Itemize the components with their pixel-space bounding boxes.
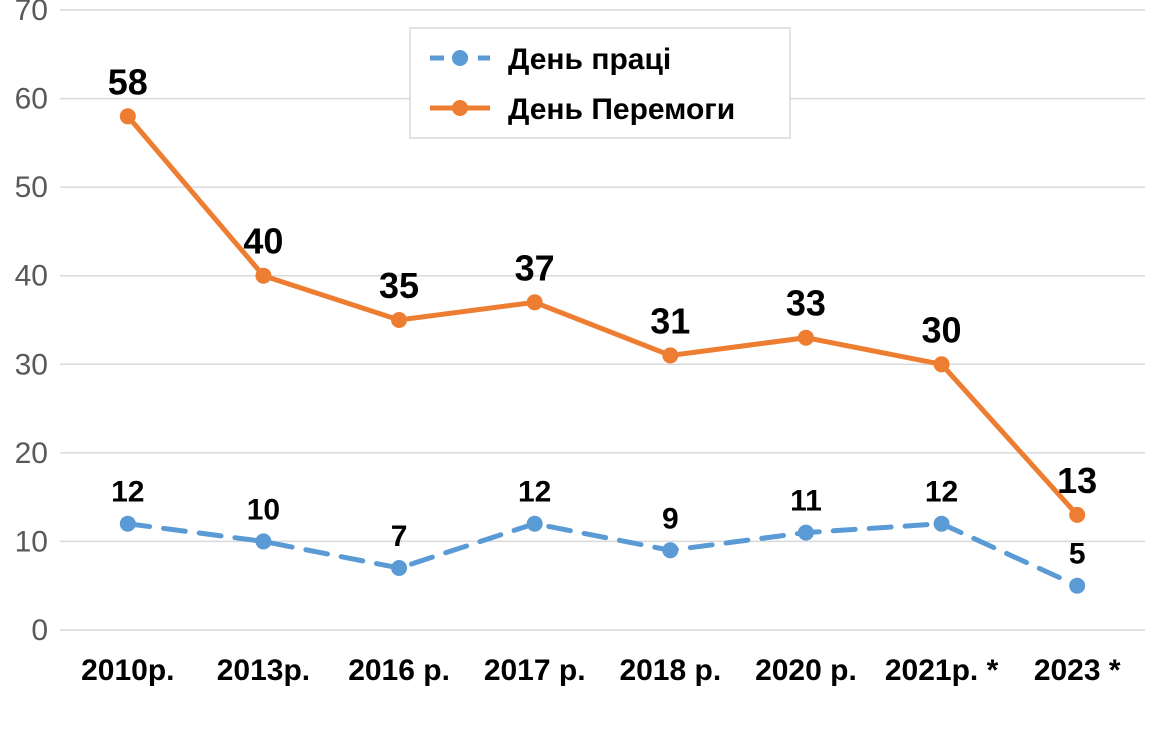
series-b-marker [391,312,407,328]
x-tick-label: 2020 р. [755,654,857,687]
y-tick-label: 70 [15,0,48,27]
series-a-data-label: 11 [790,485,822,518]
y-tick-label: 30 [15,348,48,381]
y-tick-label: 10 [15,525,48,558]
x-tick-label: 2023 * [1034,654,1121,687]
x-tick-label: 2021р. * [885,654,999,687]
series-a-marker [120,516,136,532]
series-b-data-label: 33 [786,283,826,324]
y-tick-label: 0 [31,614,48,647]
x-tick-label: 2010р. [81,654,174,687]
chart-svg: 0 10 20 30 40 50 60 70 2010р. 2013р. 2016 р. 2017 р… [0,0,1160,741]
legend-label: День Перемоги [508,93,735,126]
series-b-data-label: 30 [922,309,962,350]
line-chart: 0 10 20 30 40 50 60 70 2010р. 2013р. 2016 р. 2017 р… [0,0,1160,741]
y-tick-label: 20 [15,437,48,470]
series-b-data-label: 37 [515,247,555,288]
series-a-data-label: 7 [391,520,408,553]
series-a-marker [1069,578,1085,594]
series-a-marker [662,542,678,558]
series-b-marker [527,294,543,310]
series-b-data-label: 31 [650,300,690,341]
x-tick-label: 2018 р. [619,654,721,687]
series-a-data-label: 9 [662,502,679,535]
legend-swatch-marker [452,100,468,116]
series-b-marker [1069,507,1085,523]
series-a-marker [798,525,814,541]
series-b-data-label: 40 [243,221,283,262]
y-tick-label: 60 [15,83,48,116]
series-a-line [128,524,1077,586]
series-b-data-label: 13 [1057,460,1097,501]
x-tick-label: 2016 р. [348,654,450,687]
series-a-data-label: 12 [518,476,551,509]
series-a-marker [255,533,271,549]
series-b-marker [798,330,814,346]
series-b-marker [255,268,271,284]
y-tick-label: 40 [15,260,48,293]
series-a-data-label: 5 [1069,538,1086,571]
legend-swatch-marker [452,50,468,66]
series-a-data-label: 12 [111,476,144,509]
series-a-marker [934,516,950,532]
legend-label: День праці [508,43,671,76]
series-a-marker [527,516,543,532]
series-a-data-label: 12 [925,476,958,509]
x-tick-label: 2013р. [217,654,310,687]
series-b-marker [120,108,136,124]
series-b-data-label: 35 [379,265,419,306]
series-a-marker [391,560,407,576]
x-tick-label: 2017 р. [484,654,586,687]
y-tick-label: 50 [15,171,48,204]
series-b-marker [934,356,950,372]
series-b-marker [662,347,678,363]
series-a-data-label: 10 [247,493,280,526]
series-b-data-label: 58 [108,61,148,102]
